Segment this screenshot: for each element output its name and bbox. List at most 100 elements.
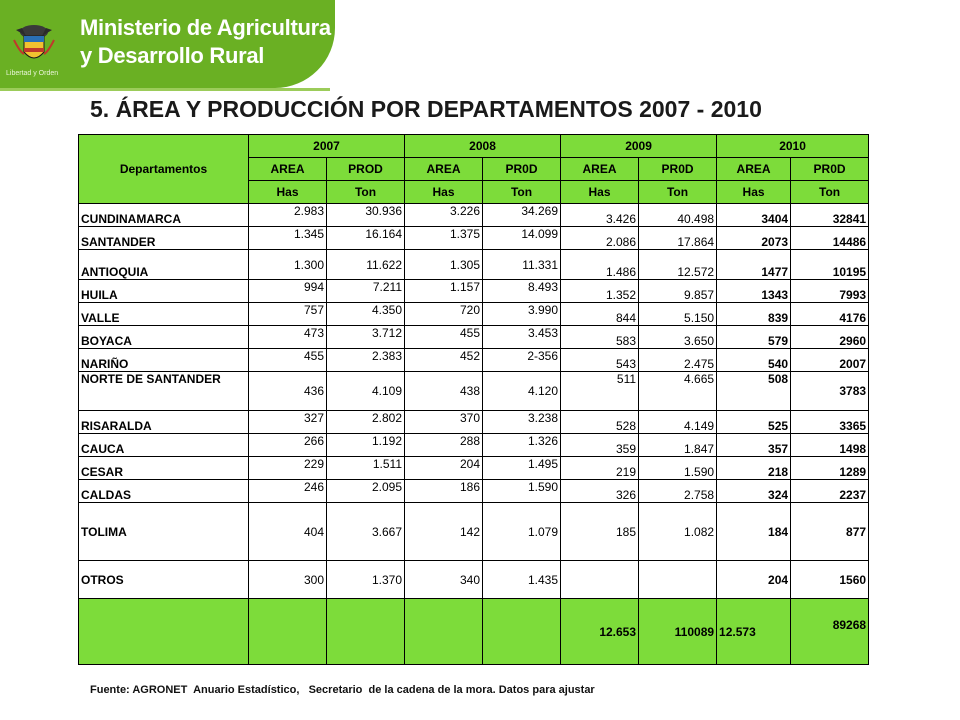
cell-value: 7993	[790, 279, 870, 303]
dept-name: CAUCA	[78, 433, 249, 457]
cell-value: 720	[404, 302, 484, 326]
cell-value: 579	[716, 325, 792, 349]
cell-value: 218	[716, 456, 792, 480]
cell-value: 229	[248, 456, 327, 480]
ministry-banner: Libertad y Orden Ministerio de Agricultu…	[0, 0, 335, 88]
total-value	[325, 598, 406, 665]
cell-value: 4176	[790, 302, 870, 326]
cell-value: 8.493	[482, 279, 562, 303]
cell-value: 1.486	[560, 249, 640, 280]
cell-value: 3.712	[325, 325, 406, 349]
cell-value: 327	[248, 410, 327, 434]
dept-name: SANTANDER	[78, 226, 249, 250]
dept-name: NARIÑO	[78, 348, 249, 372]
table-row: TOLIMA 404 3.667 142 1.079 185 1.082 184…	[78, 502, 870, 561]
banner-underline	[0, 88, 330, 91]
table-row: NARIÑO 455 2.383 452 2-356 543 2.475 540…	[78, 348, 870, 372]
dept-name: BOYACA	[78, 325, 249, 349]
cell-value: 2007	[790, 348, 870, 372]
coat-of-arms-icon	[13, 25, 55, 59]
cell-value: 525	[716, 410, 792, 434]
cell-value: 1477	[716, 249, 792, 280]
cell-value: 1.352	[560, 279, 640, 303]
measure-header: AREA	[560, 157, 640, 181]
cell-value: 14.099	[482, 226, 562, 250]
cell-value: 17.864	[638, 226, 718, 250]
cell-value: 340	[404, 560, 484, 599]
table-row: HUILA 994 7.211 1.157 8.493 1.352 9.857 …	[78, 279, 870, 303]
cell-value: 473	[248, 325, 327, 349]
cell-value: 1498	[790, 433, 870, 457]
measure-header-row: AREA PROD AREA PR0D AREA PR0D AREA PR0D	[79, 157, 870, 181]
cell-value: 3.990	[482, 302, 562, 326]
cell-value: 3.453	[482, 325, 562, 349]
cell-value: 3365	[790, 410, 870, 434]
totals-label-cell	[78, 598, 249, 665]
unit-header: Ton	[482, 180, 562, 204]
table-row: NORTE DE SANTANDER 436 4.109 438 4.120 5…	[78, 371, 870, 411]
cell-value: 455	[404, 325, 484, 349]
unit-header: Ton	[638, 180, 718, 204]
cell-value: 2.095	[325, 479, 406, 503]
cell-value: 5.150	[638, 302, 718, 326]
dept-name: HUILA	[78, 279, 249, 303]
measure-header: PROD	[325, 157, 406, 181]
table-row: RISARALDA 327 2.802 370 3.238 528 4.149 …	[78, 410, 870, 434]
year-header: 2010	[716, 134, 870, 158]
cell-value: 511	[560, 371, 640, 411]
cell-value: 877	[790, 502, 870, 561]
cell-value: 2960	[790, 325, 870, 349]
cell-value: 142	[404, 502, 484, 561]
unit-header: Has	[404, 180, 484, 204]
cell-value: 3.426	[560, 203, 640, 227]
cell-value: 2073	[716, 226, 792, 250]
cell-value: 2.475	[638, 348, 718, 372]
measure-header: AREA	[716, 157, 792, 181]
dept-name: VALLE	[78, 302, 249, 326]
measure-header: AREA	[248, 157, 327, 181]
cell-value: 32841	[790, 203, 870, 227]
year-header: 2008	[404, 134, 562, 158]
total-value	[404, 598, 484, 665]
cell-value: 357	[716, 433, 792, 457]
cell-value: 839	[716, 302, 792, 326]
cell-value: 288	[404, 433, 484, 457]
table-row: CAUCA 266 1.192 288 1.326 359 1.847 357 …	[78, 433, 870, 457]
production-table: Departamentos 2007 2008 2009 2010 AREA P…	[78, 134, 870, 665]
cell-value: 3.226	[404, 203, 484, 227]
dept-name: ANTIOQUIA	[78, 249, 249, 280]
cell-value: 1.082	[638, 502, 718, 561]
cell-value: 3404	[716, 203, 792, 227]
cell-value: 4.149	[638, 410, 718, 434]
unit-header: Has	[716, 180, 792, 204]
cell-value: 1343	[716, 279, 792, 303]
cell-value: 184	[716, 502, 792, 561]
cell-value: 4.350	[325, 302, 406, 326]
cell-value: 11.622	[325, 249, 406, 280]
cell-value: 1.590	[482, 479, 562, 503]
cell-value: 583	[560, 325, 640, 349]
dept-name: TOLIMA	[78, 502, 249, 561]
cell-value: 3.238	[482, 410, 562, 434]
cell-value: 844	[560, 302, 640, 326]
ministry-name-line1: Ministerio de Agricultura	[80, 15, 331, 40]
cell-value: 219	[560, 456, 640, 480]
cell-value: 1289	[790, 456, 870, 480]
cell-value: 3.667	[325, 502, 406, 561]
table-row: CALDAS 246 2.095 186 1.590 326 2.758 324…	[78, 479, 870, 503]
total-value: 89268	[790, 598, 870, 665]
cell-value: 326	[560, 479, 640, 503]
cell-value: 540	[716, 348, 792, 372]
measure-header: PR0D	[482, 157, 562, 181]
cell-value: 1560	[790, 560, 870, 599]
measure-header: PR0D	[638, 157, 718, 181]
table-row: VALLE 757 4.350 720 3.990 844 5.150 839 …	[78, 302, 870, 326]
cell-value: 1.435	[482, 560, 562, 599]
cell-value: 204	[716, 560, 792, 599]
cell-value: 11.331	[482, 249, 562, 280]
table-row: CESAR 229 1.511 204 1.495 219 1.590 218 …	[78, 456, 870, 480]
cell-value: 2.086	[560, 226, 640, 250]
cell-value: 40.498	[638, 203, 718, 227]
dept-name: CUNDINAMARCA	[78, 203, 249, 227]
cell-value: 2.983	[248, 203, 327, 227]
